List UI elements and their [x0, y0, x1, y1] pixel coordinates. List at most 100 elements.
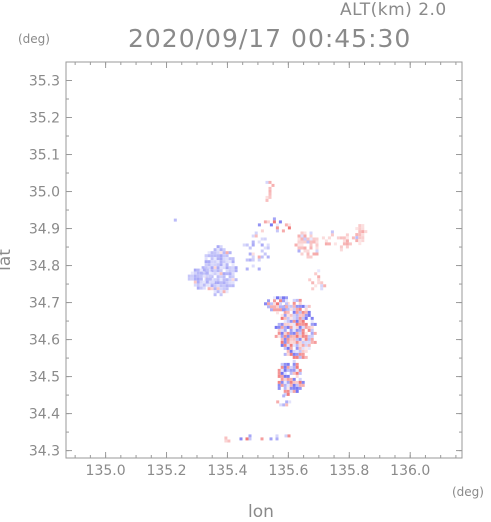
- y-tick: 35.2: [29, 111, 462, 127]
- velocity-cell: [222, 254, 226, 258]
- velocity-cell: [292, 328, 296, 332]
- velocity-cell: [342, 239, 346, 243]
- velocity-cell: [283, 310, 287, 314]
- velocity-cell: [301, 343, 305, 347]
- velocity-cell: [300, 252, 304, 256]
- velocity-cell: [219, 266, 223, 270]
- velocity-cell: [282, 305, 285, 309]
- velocity-cell: [361, 224, 365, 228]
- velocity-cell: [260, 237, 264, 241]
- velocity-cell: [303, 240, 307, 244]
- velocity-cell: [307, 313, 311, 317]
- velocity-cell: [292, 352, 296, 356]
- velocity-cell: [205, 277, 209, 281]
- velocity-cell: [298, 319, 302, 323]
- velocity-cell: [211, 280, 215, 284]
- velocity-cell: [295, 349, 299, 353]
- velocity-cell: [304, 307, 308, 311]
- velocity-cell: [355, 239, 359, 243]
- velocity-cell: [207, 284, 211, 288]
- velocity-cell: [201, 272, 205, 276]
- velocity-cell: [190, 274, 194, 278]
- y-tick: 35.1: [29, 148, 462, 164]
- velocity-cell: [307, 346, 311, 350]
- velocity-cell: [216, 245, 220, 249]
- velocity-cell: [292, 307, 296, 311]
- velocity-cell: [202, 283, 206, 287]
- velocity-cell: [276, 305, 279, 309]
- velocity-cell: [306, 249, 310, 253]
- y-tick-label: 34.3: [29, 444, 60, 460]
- velocity-cell: [286, 334, 290, 338]
- velocity-cell: [303, 246, 307, 250]
- velocity-cell: [270, 302, 273, 306]
- velocity-cell: [361, 227, 365, 231]
- velocity-cell: [282, 403, 286, 407]
- velocity-cell: [300, 237, 304, 241]
- velocity-cell: [304, 355, 308, 359]
- velocity-cell: [222, 248, 226, 252]
- velocity-cell: [219, 257, 223, 261]
- x-tick: 135.2: [146, 62, 187, 479]
- velocity-cell: [292, 310, 296, 314]
- velocity-cell: [301, 346, 305, 350]
- velocity-cell: [309, 255, 313, 259]
- velocity-cell: [312, 237, 316, 241]
- velocity-cell: [219, 269, 223, 273]
- velocity-cell: [292, 337, 296, 341]
- x-tick: 135.8: [329, 62, 369, 479]
- x-tick: 135.0: [86, 62, 126, 479]
- velocity-cell: [280, 343, 284, 347]
- velocity-cell: [314, 272, 318, 276]
- velocity-cell: [321, 236, 325, 240]
- velocity-cell: [361, 239, 365, 243]
- velocity-cell: [231, 257, 235, 261]
- velocity-cell: [285, 305, 288, 309]
- velocity-cell: [358, 227, 362, 231]
- velocity-cell: [270, 305, 273, 309]
- velocity-cell: [292, 362, 296, 366]
- velocity-cell: [280, 331, 284, 335]
- velocity-cell: [304, 304, 308, 308]
- velocity-cell: [286, 313, 290, 317]
- velocity-cell: [287, 434, 291, 438]
- velocity-cell: [284, 223, 288, 227]
- velocity-cell: [307, 325, 311, 329]
- y-tick: 35.0: [29, 185, 462, 201]
- velocity-cell: [277, 328, 281, 332]
- velocity-cell: [276, 296, 279, 300]
- velocity-cell: [286, 352, 290, 356]
- velocity-cell: [222, 287, 226, 291]
- velocity-cell: [205, 280, 209, 284]
- velocity-cell: [292, 359, 296, 363]
- velocity-cell: [298, 316, 302, 320]
- velocity-cell: [280, 380, 284, 384]
- velocity-cell: [315, 249, 319, 253]
- velocity-cell: [222, 281, 226, 285]
- velocity-cell: [248, 252, 252, 256]
- velocity-cell: [199, 277, 203, 281]
- velocity-cell: [313, 331, 317, 335]
- velocity-cell: [283, 389, 287, 393]
- velocity-cell: [216, 251, 220, 255]
- velocity-cell: [234, 278, 238, 282]
- velocity-cell: [257, 258, 261, 262]
- velocity-cell: [210, 263, 214, 267]
- velocity-cell: [269, 437, 273, 441]
- velocity-cell: [251, 252, 255, 256]
- velocity-cell: [298, 340, 302, 344]
- velocity-cell: [219, 272, 223, 276]
- velocity-cell: [339, 236, 343, 240]
- velocity-cell: [295, 337, 299, 341]
- velocity-cell: [210, 272, 214, 276]
- velocity-cell: [277, 386, 281, 390]
- velocity-cell: [228, 257, 232, 261]
- velocity-cell: [289, 307, 293, 311]
- velocity-cell: [219, 281, 223, 285]
- velocity-cell: [298, 301, 302, 305]
- velocity-cell: [193, 268, 197, 272]
- velocity-cell: [311, 287, 315, 291]
- velocity-cell: [224, 436, 228, 440]
- velocity-cell: [286, 337, 290, 341]
- velocity-cell: [300, 240, 304, 244]
